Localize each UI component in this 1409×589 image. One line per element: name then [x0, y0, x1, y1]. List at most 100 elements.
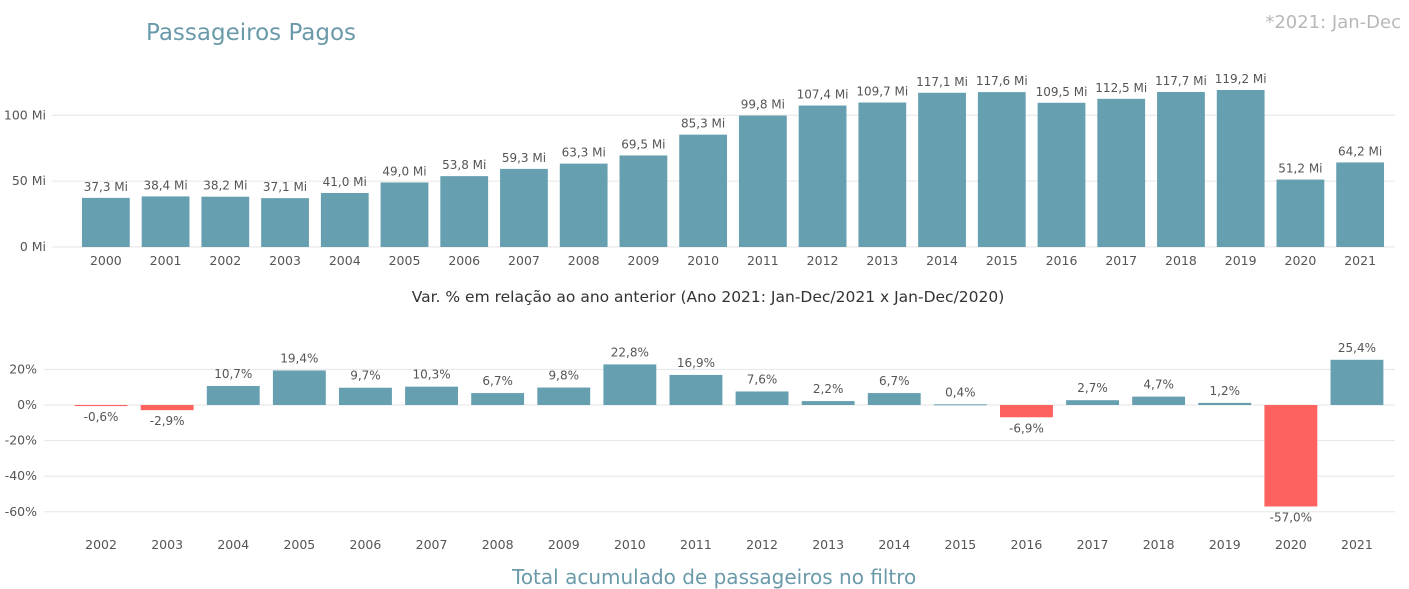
bar — [1157, 91, 1205, 247]
bar — [918, 92, 966, 248]
x-tick-label: 2016 — [1046, 253, 1078, 268]
x-tick-label: 2020 — [1285, 253, 1317, 268]
x-tick-label: 2008 — [482, 537, 514, 552]
data-label: 109,5 Mi — [1036, 85, 1088, 99]
data-label: 107,4 Mi — [797, 88, 849, 102]
bar — [669, 374, 723, 405]
x-tick-label: 2015 — [986, 253, 1018, 268]
x-tick-label: 2011 — [747, 253, 779, 268]
bar — [1264, 405, 1318, 507]
x-tick-label: 2016 — [1011, 537, 1043, 552]
x-tick-label: 2014 — [878, 537, 910, 552]
x-tick-label: 2017 — [1105, 253, 1137, 268]
x-tick-label: 2005 — [283, 537, 315, 552]
data-label: 22,8% — [611, 345, 649, 359]
x-tick-label: 2007 — [508, 253, 540, 268]
y-tick-label: 100 Mi — [4, 107, 46, 122]
bar — [320, 192, 369, 247]
x-tick-label: 2006 — [448, 253, 480, 268]
x-tick-label: 2011 — [680, 537, 712, 552]
data-label: 49,0 Mi — [382, 164, 426, 178]
bar — [867, 393, 921, 405]
data-label: -6,9% — [1009, 421, 1044, 435]
bar — [380, 182, 429, 247]
bar — [801, 401, 855, 405]
data-label: 69,5 Mi — [621, 137, 665, 151]
bar — [738, 115, 787, 247]
y-tick-label: 0% — [17, 397, 37, 412]
bar — [603, 364, 657, 405]
bar — [977, 92, 1026, 247]
x-tick-label: 2013 — [812, 537, 844, 552]
data-label: 4,7% — [1143, 378, 1174, 392]
bar — [81, 197, 130, 247]
data-label: 2,2% — [813, 382, 844, 396]
x-tick-label: 2003 — [269, 253, 301, 268]
data-label: 63,3 Mi — [562, 146, 606, 160]
x-tick-label: 2021 — [1344, 253, 1376, 268]
x-tick-label: 2013 — [866, 253, 898, 268]
bar — [619, 155, 668, 247]
bar — [798, 105, 847, 247]
data-label: 16,9% — [677, 356, 715, 370]
data-label: 117,1 Mi — [916, 75, 968, 89]
x-tick-label: 2004 — [217, 537, 249, 552]
x-tick-label: 2015 — [944, 537, 976, 552]
data-label: 10,7% — [214, 367, 252, 381]
data-label: 19,4% — [280, 351, 318, 365]
bar — [1097, 98, 1146, 247]
bar — [1276, 179, 1325, 247]
data-label: 10,3% — [412, 368, 450, 382]
data-label: 6,7% — [482, 374, 513, 388]
x-tick-label: 2014 — [926, 253, 958, 268]
bar — [1216, 90, 1265, 247]
bar — [206, 385, 260, 405]
y-tick-label: 20% — [9, 361, 37, 376]
data-label: 41,0 Mi — [323, 175, 367, 189]
x-tick-label: 2019 — [1225, 253, 1257, 268]
data-label: 117,6 Mi — [976, 74, 1028, 88]
data-label: 85,3 Mi — [681, 117, 725, 131]
bar — [858, 102, 907, 248]
x-tick-label: 2012 — [746, 537, 778, 552]
bar — [933, 404, 987, 406]
data-label: 37,3 Mi — [84, 180, 128, 194]
bar — [1000, 405, 1053, 418]
variation-chart-title: Var. % em relação ao ano anterior (Ano 2… — [411, 288, 1005, 306]
data-label: 53,8 Mi — [442, 158, 486, 172]
chart-title: Passageiros Pagos — [146, 20, 357, 46]
data-label: -57,0% — [1270, 510, 1312, 524]
bar — [471, 393, 525, 405]
bar — [272, 370, 326, 405]
bar — [537, 387, 591, 405]
data-label: 7,6% — [747, 372, 778, 386]
x-tick-label: 2002 — [209, 253, 241, 268]
bar — [405, 386, 458, 405]
data-label: 9,8% — [549, 369, 580, 383]
passengers-bar-chart: 0 Mi 50 Mi 100 Mi 37,3 Mi 2000 38,4 Mi 2001 38,… — [4, 72, 1395, 268]
x-tick-label: 2018 — [1143, 537, 1175, 552]
x-tick-label: 2002 — [85, 537, 117, 552]
data-label: 59,3 Mi — [502, 151, 546, 165]
data-label: 38,2 Mi — [203, 179, 247, 193]
data-label: 25,4% — [1338, 341, 1376, 355]
data-label: 117,7 Mi — [1155, 74, 1207, 88]
x-tick-label: 2007 — [416, 537, 448, 552]
x-tick-label: 2017 — [1077, 537, 1109, 552]
y-tick-label: 0 Mi — [20, 239, 46, 254]
bar — [559, 163, 608, 247]
x-tick-label: 2018 — [1165, 253, 1197, 268]
x-tick-label: 2010 — [614, 537, 646, 552]
x-tick-label: 2004 — [329, 253, 361, 268]
bar — [735, 391, 789, 405]
x-tick-label: 2003 — [151, 537, 183, 552]
bar — [140, 405, 194, 411]
x-tick-label: 2009 — [548, 537, 580, 552]
x-tick-label: 2021 — [1341, 537, 1373, 552]
data-label: 38,4 Mi — [143, 178, 187, 192]
x-tick-label: 2009 — [628, 253, 660, 268]
data-label: 109,7 Mi — [856, 85, 908, 99]
x-tick-label: 2001 — [150, 253, 182, 268]
bar — [141, 196, 190, 247]
period-note: *2021: Jan-Dec — [1265, 12, 1401, 33]
